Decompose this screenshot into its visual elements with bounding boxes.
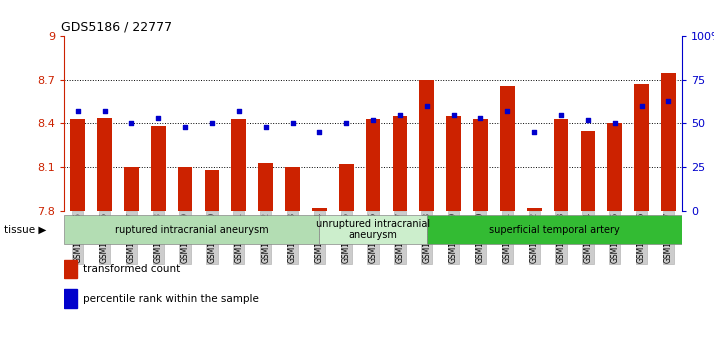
FancyBboxPatch shape: [64, 215, 319, 244]
Bar: [661, 73, 676, 211]
Point: [72, 108, 84, 114]
Bar: [285, 167, 300, 211]
Bar: [527, 208, 541, 211]
Bar: [70, 119, 85, 211]
Bar: [473, 119, 488, 211]
Bar: [258, 163, 273, 211]
Point: [179, 124, 191, 130]
Bar: [608, 123, 622, 211]
Point: [555, 112, 567, 118]
Point: [287, 121, 298, 126]
Text: unruptured intracranial
aneurysm: unruptured intracranial aneurysm: [316, 219, 430, 240]
FancyBboxPatch shape: [319, 215, 427, 244]
Point: [394, 112, 406, 118]
Point: [260, 124, 271, 130]
Bar: [97, 118, 112, 211]
Point: [582, 117, 593, 123]
Point: [663, 98, 674, 104]
Point: [636, 103, 648, 109]
Bar: [231, 119, 246, 211]
Bar: [339, 164, 353, 211]
Bar: [205, 170, 219, 211]
Point: [341, 121, 352, 126]
Bar: [500, 86, 515, 211]
Bar: [553, 119, 568, 211]
Bar: [393, 116, 407, 211]
Bar: [580, 131, 595, 211]
Text: tissue ▶: tissue ▶: [4, 225, 46, 234]
Point: [475, 115, 486, 121]
Bar: [419, 80, 434, 211]
Bar: [124, 167, 139, 211]
Point: [609, 121, 620, 126]
Point: [528, 129, 540, 135]
Bar: [178, 167, 193, 211]
Point: [502, 108, 513, 114]
Point: [206, 121, 218, 126]
Text: percentile rank within the sample: percentile rank within the sample: [83, 294, 258, 303]
Point: [153, 115, 164, 121]
Text: GDS5186 / 22777: GDS5186 / 22777: [61, 21, 172, 34]
Point: [126, 121, 137, 126]
Point: [313, 129, 325, 135]
FancyBboxPatch shape: [427, 215, 682, 244]
Bar: [64, 260, 76, 278]
Bar: [151, 126, 166, 211]
Bar: [312, 208, 327, 211]
Bar: [634, 84, 649, 211]
Text: superficial temporal artery: superficial temporal artery: [489, 225, 620, 234]
Bar: [446, 116, 461, 211]
Text: ruptured intracranial aneurysm: ruptured intracranial aneurysm: [115, 225, 268, 234]
Point: [421, 103, 433, 109]
Point: [233, 108, 244, 114]
Point: [99, 108, 110, 114]
Point: [367, 117, 378, 123]
Bar: [64, 289, 76, 308]
Point: [448, 112, 459, 118]
Bar: [366, 119, 381, 211]
Text: transformed count: transformed count: [83, 264, 180, 274]
